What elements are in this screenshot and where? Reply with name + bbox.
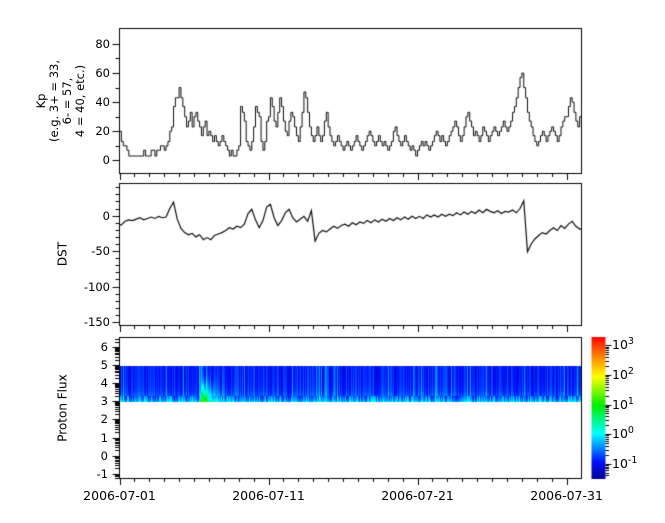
proton-flux-ytick-label: 1 bbox=[100, 430, 108, 445]
kp-axis-title: Kp (e.g. 3+ = 33, 6- = 57, 4 = 40, etc.) bbox=[34, 60, 87, 142]
proton-flux-ytick-label: 3 bbox=[100, 394, 108, 409]
kp-ytick-label: 20 bbox=[95, 124, 110, 139]
colorbar-tick-label: 102 bbox=[612, 366, 634, 382]
kp-panel-plot-area bbox=[119, 28, 582, 174]
proton-flux-ytick-label: 6 bbox=[100, 340, 108, 355]
colorbar-tick-exponent: 1 bbox=[627, 395, 634, 407]
colorbar-tick-exponent: 3 bbox=[627, 336, 634, 348]
proton-flux-ytick-label: -1 bbox=[96, 466, 108, 481]
dst-ytick-label: -50 bbox=[91, 244, 110, 259]
kp-ytick-label: 60 bbox=[95, 66, 110, 81]
x-axis-date-label: 2006-07-11 bbox=[232, 488, 305, 503]
colorbar-tick-label: 100 bbox=[612, 425, 634, 441]
dst-ytick-label: -150 bbox=[83, 314, 110, 329]
colorbar-tick-base: 10 bbox=[612, 337, 628, 353]
colorbar bbox=[591, 336, 606, 479]
colorbar-tick-label: 10-1 bbox=[612, 455, 637, 471]
colorbar-tick-exponent: 2 bbox=[627, 365, 634, 377]
proton-flux-ytick-label: 0 bbox=[100, 448, 108, 463]
proton-flux-axis-title: Proton Flux bbox=[55, 374, 70, 442]
colorbar-tick-exponent: -1 bbox=[627, 454, 638, 466]
kp-ytick-label: 40 bbox=[95, 95, 110, 110]
kp-ytick-label: 80 bbox=[95, 36, 110, 51]
dst-ytick-label: -100 bbox=[83, 279, 110, 294]
colorbar-tick-label: 101 bbox=[612, 396, 634, 412]
dst-ytick-label: 0 bbox=[102, 208, 110, 223]
proton-flux-ytick-label: 2 bbox=[100, 412, 108, 427]
colorbar-tick-label: 103 bbox=[612, 336, 634, 352]
x-axis-date-label: 2006-07-31 bbox=[530, 488, 603, 503]
colorbar-tick-base: 10 bbox=[612, 396, 628, 412]
dst-axis-title: DST bbox=[55, 241, 70, 267]
colorbar-tick-base: 10 bbox=[612, 426, 628, 442]
proton-flux-ytick-label: 4 bbox=[100, 376, 108, 391]
x-axis-date-label: 2006-07-01 bbox=[83, 488, 156, 503]
x-axis-date-label: 2006-07-21 bbox=[381, 488, 454, 503]
kp-axis-title-line: 4 = 40, etc.) bbox=[73, 64, 87, 138]
proton-flux-ytick-label: 5 bbox=[100, 358, 108, 373]
colorbar-tick-base: 10 bbox=[612, 455, 628, 471]
proton-flux-panel-plot-area bbox=[119, 337, 582, 479]
colorbar-tick-base: 10 bbox=[612, 367, 628, 383]
kp-ytick-label: 0 bbox=[102, 153, 110, 168]
dst-panel-plot-area bbox=[119, 183, 582, 326]
colorbar-tick-exponent: 0 bbox=[627, 425, 634, 437]
